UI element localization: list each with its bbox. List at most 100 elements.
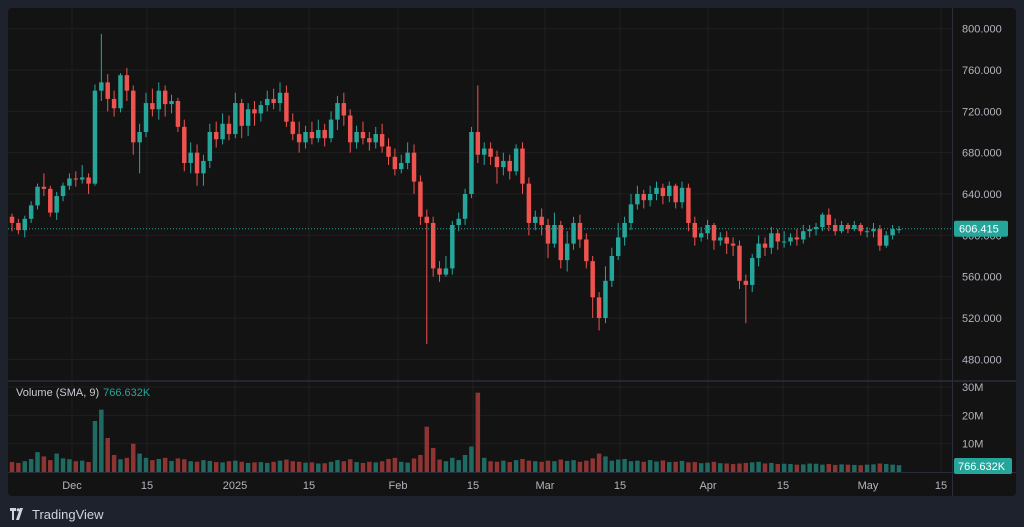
candle-body (220, 123, 225, 140)
volume-bar (826, 464, 832, 472)
candle-body (762, 243, 768, 248)
candle-body (35, 186, 40, 206)
candle-body (316, 129, 321, 139)
last-price-label: 606.415 (959, 224, 999, 236)
volume-bar (711, 461, 717, 472)
candle-body (41, 186, 47, 189)
volume-bar (794, 464, 800, 472)
candle-body (737, 245, 742, 281)
volume-bar (124, 457, 130, 472)
candle-body (775, 233, 780, 242)
candle-body (443, 268, 449, 275)
volume-bar (335, 460, 340, 472)
volume-bar (539, 461, 544, 472)
volume-bar (839, 464, 844, 472)
volume-bar (437, 459, 442, 472)
candle-body (252, 109, 257, 114)
candle-body (373, 134, 378, 143)
candlestick-chart[interactable]: 800.000760.000720.000680.000640.000600.0… (8, 8, 1016, 496)
candle-body (533, 216, 538, 223)
candle-body (647, 194, 653, 201)
volume-bar (462, 455, 468, 472)
volume-bar (788, 464, 793, 472)
volume-legend-value: 766.632K (103, 387, 151, 399)
volume-bar (756, 461, 761, 472)
candle-body (284, 92, 289, 122)
volume-bar (201, 460, 206, 472)
candle-body (328, 119, 334, 139)
volume-bar (769, 462, 774, 472)
candle-body (730, 243, 736, 246)
candle-body (590, 261, 595, 298)
volume-bar (92, 421, 98, 472)
candle-body (9, 216, 15, 223)
volume-bar (456, 460, 461, 472)
volume-bar (373, 462, 378, 472)
volume-bar (864, 464, 870, 472)
candle-body (309, 132, 315, 139)
volume-bar (884, 464, 889, 472)
candle-body (175, 101, 181, 127)
volume-bar (86, 462, 91, 472)
volume-bar (60, 458, 66, 472)
volume-bar (367, 461, 372, 472)
volume-bar (475, 392, 481, 472)
candle-body (418, 181, 423, 217)
candle-body (150, 103, 155, 110)
candle-body (341, 103, 347, 116)
volume-bar (469, 446, 474, 472)
candle-body (513, 148, 519, 172)
volume-bar (813, 463, 819, 472)
tradingview-brand-name: TradingView (32, 506, 104, 522)
volume-bar (424, 426, 430, 472)
price-tick-label: 480.000 (962, 354, 1002, 366)
volume-bar (667, 462, 672, 472)
volume-bar (705, 462, 710, 472)
candle-body (271, 98, 276, 104)
candle-body (367, 138, 372, 143)
candle-body (820, 214, 825, 228)
candle-body (520, 148, 525, 184)
candle-body (635, 194, 640, 205)
time-tick-label: Mar (536, 480, 555, 492)
volume-bar (220, 462, 225, 472)
volume-bar (660, 460, 666, 472)
candle-body (169, 101, 174, 105)
volume-tick-label: 20M (962, 410, 983, 422)
volume-bar (596, 453, 602, 472)
price-tick-label: 760.000 (962, 65, 1002, 77)
volume-bar (743, 462, 749, 472)
volume-bar (450, 457, 455, 472)
candle-body (845, 225, 851, 230)
candle-body (22, 218, 27, 231)
volume-bar (871, 464, 876, 472)
candle-body (405, 152, 410, 163)
volume-bar (801, 464, 806, 472)
candle-body (864, 231, 870, 233)
volume-bar (526, 460, 532, 472)
candle-body (673, 185, 678, 203)
candle-body (456, 218, 461, 225)
volume-bar (775, 464, 780, 472)
candle-body (265, 98, 270, 106)
candle-body (335, 103, 340, 120)
volume-bar (481, 457, 487, 472)
candle-body (258, 105, 264, 114)
volume-bar (686, 462, 691, 472)
volume-bar (692, 462, 698, 472)
candle-body (194, 152, 200, 174)
candle-body (686, 187, 691, 223)
candle-body (213, 132, 219, 140)
candle-body (539, 216, 544, 225)
candle-body (118, 75, 123, 109)
candle-body (826, 214, 832, 225)
candle-body (239, 103, 244, 126)
volume-bar (226, 461, 232, 472)
candle-body (667, 185, 672, 197)
candle-body (201, 160, 206, 174)
candle-body (603, 280, 608, 318)
chart-panel[interactable]: 800.000760.000720.000680.000640.000600.0… (8, 8, 1016, 496)
candle-body (277, 92, 283, 104)
candle-body (660, 187, 666, 197)
candle-body (488, 148, 493, 157)
